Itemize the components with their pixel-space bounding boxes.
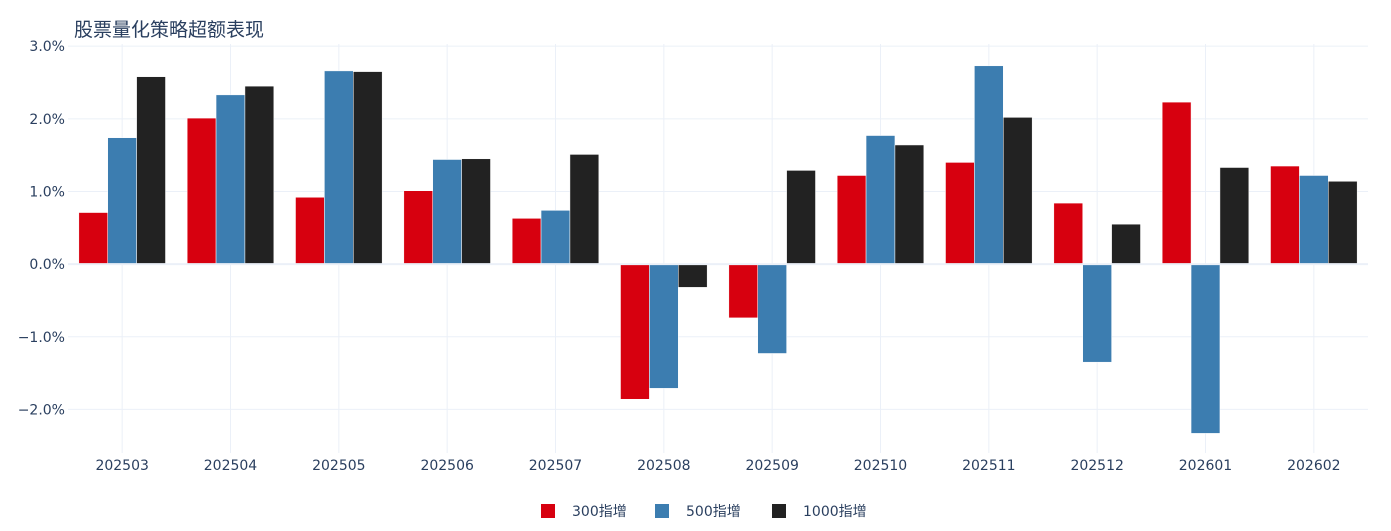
bar-500指增-202509[interactable] (757, 263, 787, 354)
x-tick-label: 202509 (745, 458, 798, 474)
x-tick-label: 202505 (312, 458, 365, 474)
x-tick-label: 202601 (1179, 458, 1232, 474)
bar-1000指增-202504[interactable] (244, 85, 275, 265)
bar-1000指增-202602[interactable] (1328, 181, 1358, 265)
legend-swatch (655, 504, 669, 518)
bar-300指增-202511[interactable] (945, 162, 975, 265)
bar-1000指增-202512[interactable] (1111, 223, 1141, 265)
bar-1000指增-202506[interactable] (461, 158, 491, 265)
x-tick-label: 202503 (95, 458, 148, 474)
y-tick-label: 1.0% (29, 184, 65, 200)
y-tick-label: 3.0% (29, 39, 65, 55)
bar-300指增-202505[interactable] (295, 197, 325, 265)
y-tick-label: 0.0% (29, 257, 65, 273)
bar-1000指增-202511[interactable] (1003, 117, 1033, 265)
bar-300指增-202509[interactable] (728, 263, 758, 319)
bar-1000指增-202601[interactable] (1219, 167, 1250, 265)
legend-label: 300指增 (572, 504, 627, 520)
bar-500指增-202508[interactable] (649, 263, 679, 389)
bar-1000指增-202507[interactable] (569, 154, 600, 265)
legend-item-300指增[interactable]: 300指增 (541, 504, 627, 520)
bar-1000指增-202508[interactable] (678, 263, 708, 288)
bars-layer (78, 65, 1358, 434)
x-tick-label: 202508 (637, 458, 690, 474)
y-tick-label: −2.0% (18, 402, 65, 418)
bar-500指增-202504[interactable] (215, 94, 246, 265)
bar-300指增-202512[interactable] (1053, 202, 1083, 265)
y-tick-label: −1.0% (18, 330, 65, 346)
bar-500指增-202507[interactable] (540, 210, 571, 265)
bar-300指增-202601[interactable] (1161, 101, 1192, 265)
bar-500指增-202602[interactable] (1299, 175, 1329, 265)
x-tick-label: 202602 (1287, 458, 1340, 474)
x-tick-label: 202510 (854, 458, 907, 474)
bar-1000指增-202509[interactable] (786, 170, 816, 265)
y-tick-label: 2.0% (29, 112, 65, 128)
x-tick-label: 202506 (420, 458, 474, 474)
chart-title: 股票量化策略超额表现 (74, 19, 264, 41)
legend-swatch (772, 504, 786, 518)
bar-1000指增-202510[interactable] (894, 144, 925, 265)
bar-300指增-202503[interactable] (78, 212, 108, 265)
grid-layer (68, 44, 1368, 453)
bar-500指增-202505[interactable] (324, 70, 354, 265)
bar-300指增-202506[interactable] (403, 190, 433, 265)
legend-swatch (541, 504, 555, 518)
legend: 300指增 500指增 1000指增 (541, 504, 867, 520)
bar-500指增-202503[interactable] (107, 137, 137, 265)
x-tick-label: 202507 (529, 458, 582, 474)
bar-300指增-202508[interactable] (620, 263, 650, 400)
legend-label: 1000指增 (803, 504, 867, 520)
bar-300指增-202507[interactable] (511, 218, 542, 265)
bar-1000指增-202503[interactable] (136, 76, 166, 265)
legend-label: 500指增 (686, 504, 741, 520)
x-tick-label: 202511 (962, 458, 1015, 474)
y-axis: −2.0% −1.0% 0.0% 1.0% 2.0% 3.0% (18, 39, 65, 418)
bar-1000指增-202505[interactable] (353, 71, 383, 265)
bar-500指增-202512[interactable] (1082, 263, 1112, 363)
bar-500指增-202601[interactable] (1190, 263, 1221, 434)
x-axis: 202503 202504 202505 202506 202507 202508 2025… (95, 458, 1340, 474)
legend-item-1000指增[interactable]: 1000指增 (772, 504, 867, 520)
bar-500指增-202511[interactable] (974, 65, 1004, 265)
bar-300指增-202504[interactable] (186, 117, 217, 265)
bar-300指增-202510[interactable] (836, 175, 867, 265)
bar-300指增-202602[interactable] (1270, 165, 1300, 265)
legend-item-500指增[interactable]: 500指增 (655, 504, 741, 520)
x-tick-label: 202512 (1070, 458, 1123, 474)
bar-500指增-202506[interactable] (432, 159, 462, 265)
bar-500指增-202510[interactable] (865, 135, 896, 265)
x-tick-label: 202504 (204, 458, 258, 474)
